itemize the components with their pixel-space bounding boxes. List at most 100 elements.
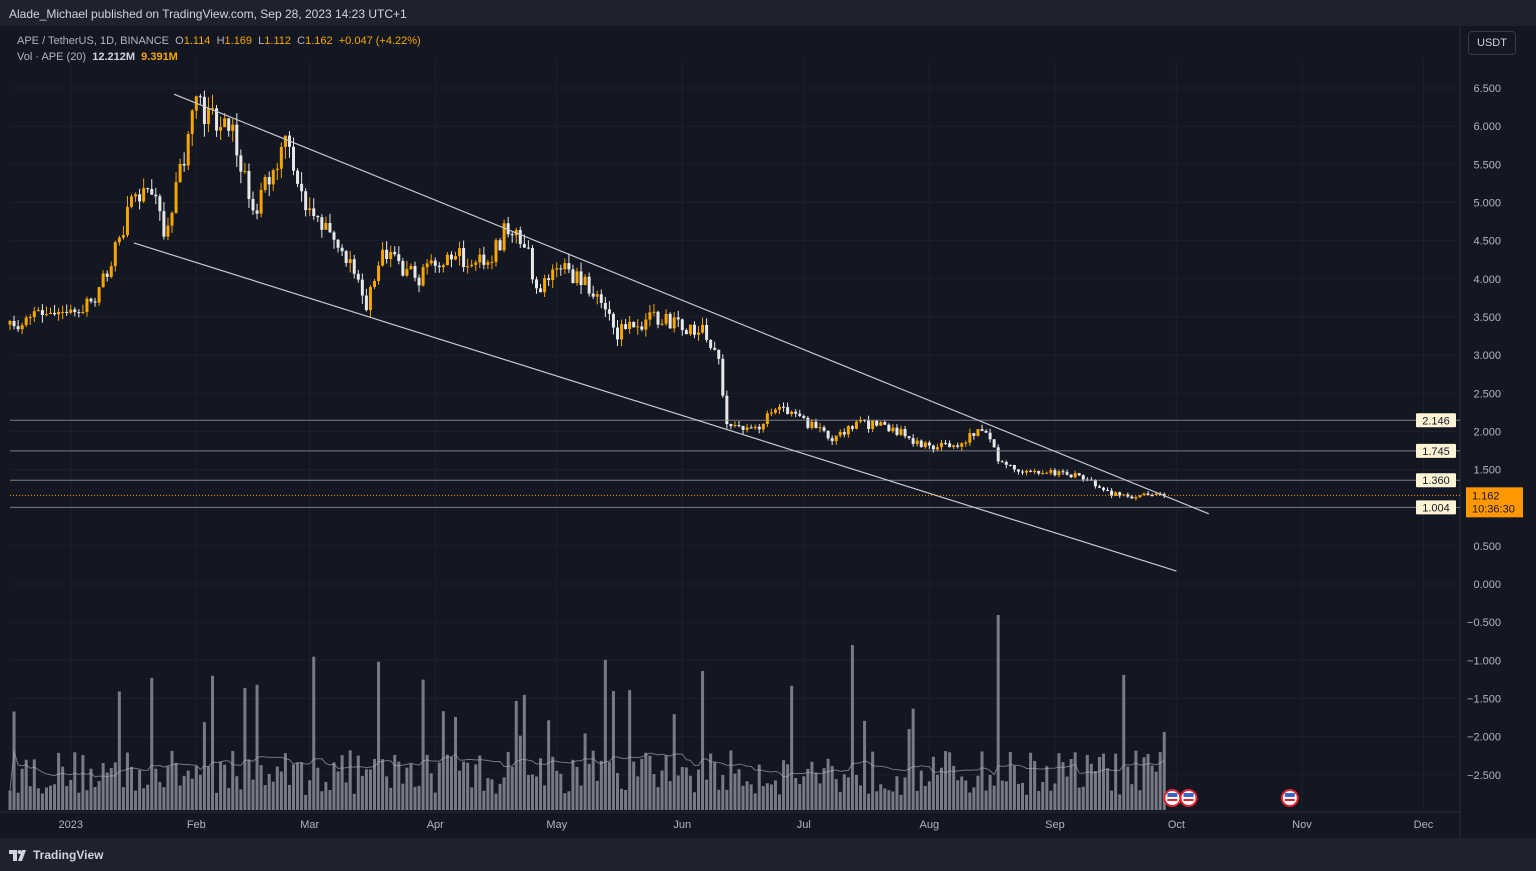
candle-up bbox=[186, 134, 190, 166]
candle-up bbox=[377, 265, 381, 281]
candle-up bbox=[1041, 473, 1045, 475]
volume-bar bbox=[1012, 765, 1016, 810]
volume-bar bbox=[219, 761, 223, 810]
volume-bar bbox=[992, 785, 996, 810]
candle-up bbox=[575, 271, 579, 284]
y-tick-label: 3.000 bbox=[1473, 350, 1501, 362]
candle-down bbox=[356, 273, 360, 280]
candle-up bbox=[283, 135, 287, 147]
candle-up bbox=[490, 261, 494, 263]
us-economic-event-icon[interactable] bbox=[1280, 789, 1299, 807]
volume-bar bbox=[462, 761, 466, 810]
candle-down bbox=[522, 243, 526, 248]
candle-down bbox=[607, 309, 611, 314]
candle-up bbox=[660, 323, 664, 325]
y-tick-label: 4.000 bbox=[1473, 274, 1501, 286]
volume-bar bbox=[1154, 771, 1158, 810]
volume-bar bbox=[838, 791, 842, 810]
candle-down bbox=[656, 311, 660, 325]
candle-down bbox=[721, 358, 725, 396]
low-value: 1.112 bbox=[264, 35, 292, 47]
volume-bar bbox=[397, 761, 401, 810]
volume-bar bbox=[223, 764, 227, 810]
volume-bar bbox=[640, 758, 644, 810]
volume-bar bbox=[822, 768, 826, 810]
volume-bar bbox=[875, 791, 879, 810]
x-tick-label: 2023 bbox=[59, 819, 83, 831]
candle-down bbox=[364, 295, 368, 311]
candle-down bbox=[312, 208, 316, 217]
volume-bar bbox=[142, 788, 146, 810]
candle-up bbox=[891, 427, 895, 432]
volume-bar bbox=[105, 772, 109, 810]
candle-up bbox=[915, 440, 919, 444]
candle-down bbox=[717, 349, 721, 359]
volume-bar bbox=[65, 786, 69, 810]
candle-up bbox=[409, 266, 413, 270]
volume-bar bbox=[794, 778, 798, 810]
candle-down bbox=[927, 442, 931, 446]
volume-bar bbox=[73, 752, 77, 810]
volume-bar bbox=[620, 788, 624, 810]
candle-up bbox=[834, 435, 838, 442]
candle-up bbox=[964, 442, 968, 444]
candle-down bbox=[798, 413, 802, 416]
candle-down bbox=[907, 436, 911, 439]
candle-up bbox=[769, 412, 773, 414]
candle-up bbox=[935, 447, 939, 450]
volume-bar bbox=[927, 781, 931, 810]
us-economic-event-icon[interactable] bbox=[1163, 789, 1182, 807]
candle-down bbox=[826, 430, 830, 439]
candle-down bbox=[1110, 490, 1114, 496]
volume-bar bbox=[972, 787, 976, 810]
tradingview-logo[interactable]: TradingView bbox=[9, 848, 103, 862]
candle-down bbox=[433, 260, 437, 266]
volume-bar bbox=[1110, 790, 1114, 810]
volume-bar bbox=[980, 751, 984, 810]
volume-bar bbox=[899, 794, 903, 810]
candle-down bbox=[1008, 464, 1012, 466]
volume-bar bbox=[798, 784, 802, 810]
channel-lower-trendline[interactable] bbox=[133, 242, 1177, 572]
candle-down bbox=[988, 432, 992, 440]
volume-bar bbox=[413, 786, 417, 810]
volume-bar bbox=[437, 762, 441, 810]
volume-bar bbox=[417, 785, 421, 810]
volume-value: 12.212M bbox=[92, 51, 136, 63]
currency-button[interactable]: USDT bbox=[1468, 31, 1516, 55]
volume-bar bbox=[454, 717, 457, 810]
candle-up bbox=[211, 108, 214, 110]
candle-down bbox=[138, 194, 142, 202]
volume-bar bbox=[944, 751, 948, 810]
candle-down bbox=[328, 223, 332, 233]
volume-bar bbox=[271, 781, 275, 810]
volume-bar bbox=[429, 773, 433, 810]
candle-down bbox=[535, 279, 538, 289]
volume-bar bbox=[741, 785, 745, 810]
x-tick-label: Jun bbox=[673, 819, 691, 831]
candle-up bbox=[1142, 493, 1146, 496]
volume-bar bbox=[1130, 784, 1134, 810]
volume-bar bbox=[401, 783, 405, 810]
candle-up bbox=[1134, 497, 1138, 499]
candle-down bbox=[802, 415, 806, 418]
symbol-label[interactable]: APE / TetherUS, 1D, BINANCE bbox=[17, 35, 170, 47]
volume-bar bbox=[198, 774, 202, 810]
candle-up bbox=[899, 429, 903, 435]
price-axis[interactable] bbox=[1460, 26, 1536, 838]
candle-down bbox=[198, 96, 202, 98]
volume-legend: Vol · APE (20) 12.212M 9.391M bbox=[17, 49, 421, 65]
candle-down bbox=[980, 429, 984, 431]
candle-down bbox=[1021, 471, 1024, 473]
volume-bar bbox=[603, 659, 607, 810]
us-economic-event-icon[interactable] bbox=[1179, 789, 1198, 807]
volume-bar bbox=[1122, 675, 1126, 810]
candle-down bbox=[437, 265, 441, 268]
volume-bar bbox=[644, 752, 648, 810]
channel-upper-trendline[interactable] bbox=[173, 93, 1210, 515]
volume-bar bbox=[984, 790, 988, 810]
volume-label[interactable]: Vol · APE (20) bbox=[17, 51, 87, 63]
price-chart[interactable]: 6.500 6.000 5.500 5.000 4.500 4.000 3.500 3.000… bbox=[0, 26, 1536, 838]
volume-bar bbox=[441, 711, 445, 810]
candle-down bbox=[304, 191, 308, 211]
